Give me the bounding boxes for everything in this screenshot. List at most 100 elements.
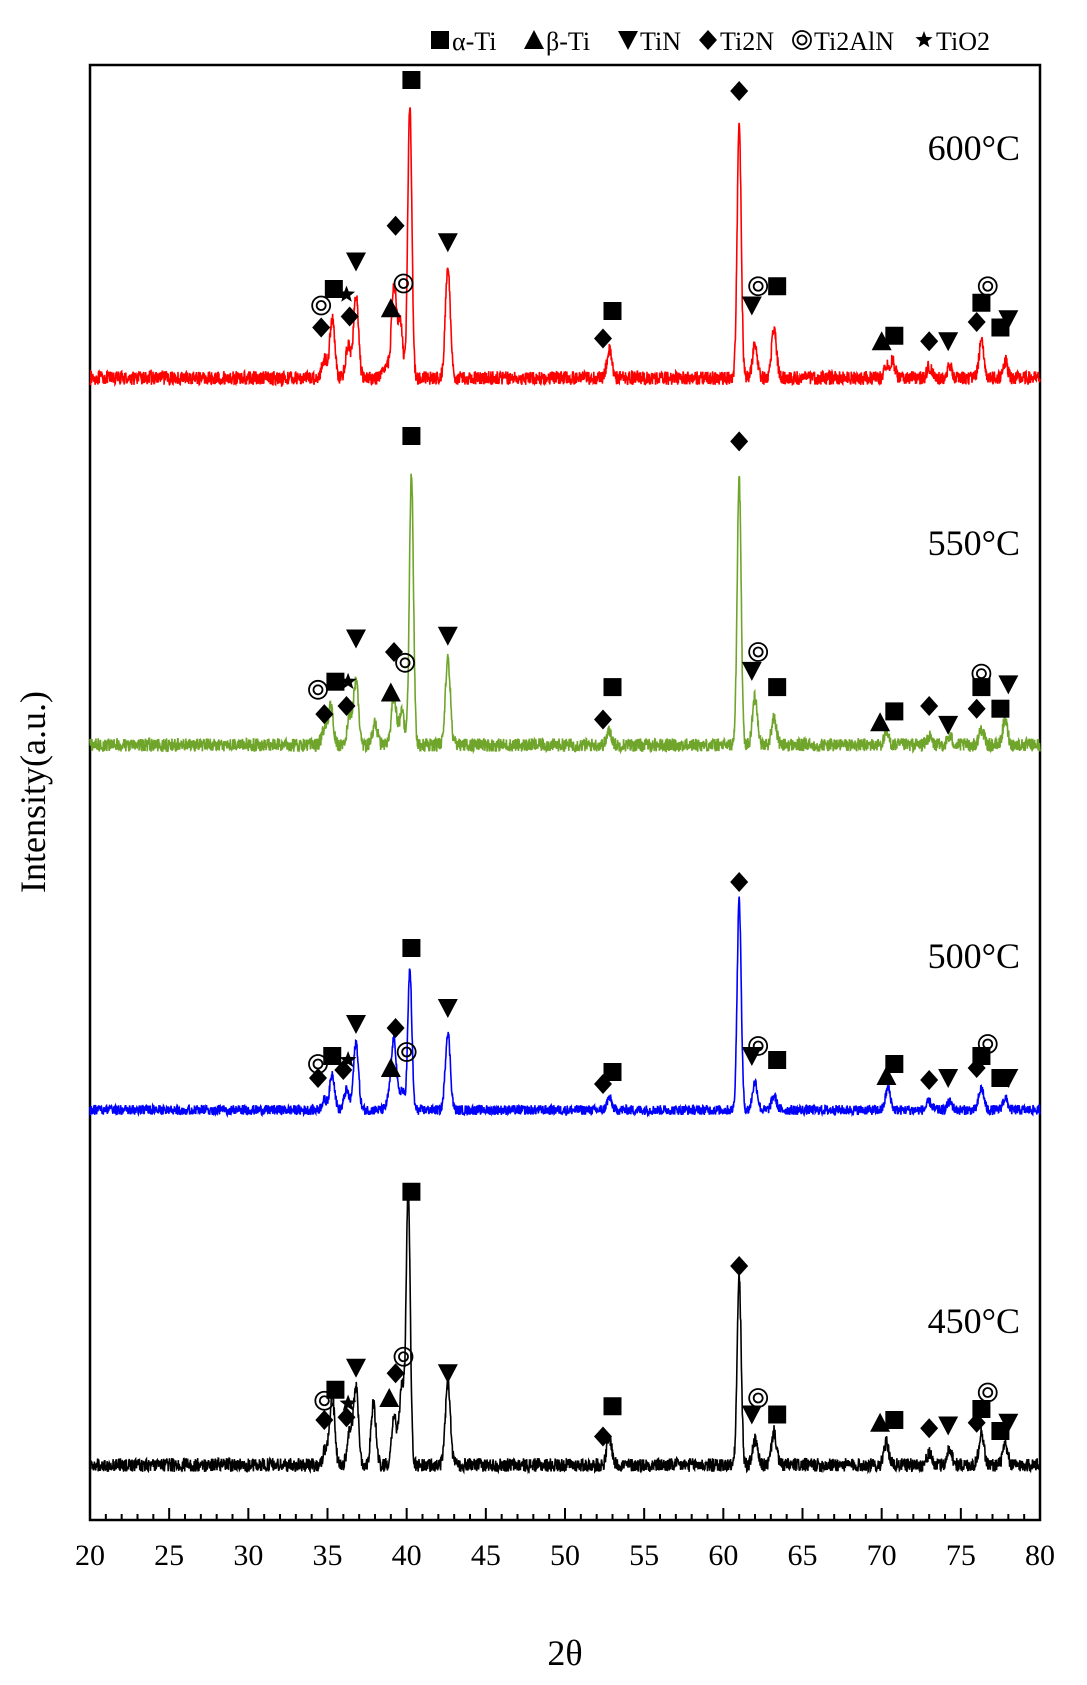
marker-square-450c — [991, 1422, 1010, 1440]
legend-label-ti2n: Ti2N — [720, 27, 774, 56]
marker-diamond-550c — [315, 704, 334, 725]
marker-double-circle-500c — [748, 1036, 769, 1056]
series-label-600c: 600°C — [928, 128, 1020, 168]
marker-square-550c — [972, 678, 991, 697]
legend-marker--ti — [431, 31, 449, 49]
legend-marker-tin — [618, 31, 638, 50]
legend-label-tin: TiN — [640, 27, 681, 56]
marker-star-600c — [337, 285, 356, 302]
series-line-550c — [89, 473, 1041, 755]
x-tick-label: 55 — [629, 1539, 659, 1572]
marker-square-500c — [885, 1055, 904, 1073]
marker-triangle-down-500c — [437, 999, 458, 1018]
marker-square-500c — [768, 1051, 787, 1069]
marker-triangle-up-500c — [876, 1066, 897, 1085]
series-line-600c — [89, 107, 1041, 388]
marker-square-600c — [603, 302, 622, 320]
marker-diamond-450c — [594, 1426, 612, 1447]
marker-diamond-550c — [337, 696, 356, 716]
marker-diamond-450c — [730, 1256, 749, 1276]
series-label-550c: 550°C — [928, 523, 1020, 563]
marker-triangle-up-450c — [870, 1412, 891, 1432]
x-tick-label: 35 — [313, 1539, 343, 1572]
legend-label--ti: α-Ti — [452, 27, 496, 56]
marker-double-circle-500c — [977, 1034, 998, 1054]
marker-triangle-up-500c — [380, 1058, 401, 1077]
marker-square-550c — [603, 678, 622, 697]
legend-marker-ti2n — [699, 30, 717, 50]
marker-triangle-down-500c — [346, 1015, 366, 1034]
marker-square-450c — [885, 1411, 904, 1429]
x-tick-label: 75 — [946, 1539, 976, 1572]
series-label-450c: 450°C — [928, 1301, 1020, 1341]
marker-square-550c — [402, 427, 421, 445]
marker-star-500c — [339, 1051, 357, 1068]
x-tick-label: 80 — [1025, 1539, 1055, 1572]
marker-diamond-500c — [730, 872, 749, 892]
marker-triangle-down-450c — [437, 1364, 458, 1384]
x-tick-label: 30 — [233, 1539, 263, 1572]
marker-square-450c — [603, 1397, 622, 1416]
marker-square-600c — [991, 318, 1010, 337]
x-tick-label: 20 — [75, 1539, 105, 1572]
marker-diamond-600c — [967, 312, 986, 332]
marker-square-600c — [885, 326, 904, 345]
marker-square-550c — [326, 672, 345, 691]
marker-triangle-down-500c — [998, 1069, 1019, 1088]
peak-markers — [308, 71, 1019, 1447]
marker-triangle-down-600c — [741, 296, 762, 316]
marker-square-550c — [991, 699, 1010, 718]
marker-triangle-down-550c — [741, 661, 762, 681]
marker-square-450c — [768, 1405, 787, 1424]
series-labels: 600°C 550°C 500°C 450°C — [928, 128, 1020, 1341]
marker-triangle-down-550c — [938, 715, 959, 735]
marker-square-500c — [402, 939, 421, 957]
series-label-500c: 500°C — [928, 936, 1020, 976]
marker-diamond-500c — [920, 1070, 939, 1090]
marker-diamond-500c — [309, 1068, 327, 1088]
marker-diamond-450c — [386, 1363, 405, 1384]
marker-double-circle-600c — [393, 273, 414, 294]
marker-diamond-500c — [334, 1060, 353, 1080]
marker-diamond-500c — [594, 1074, 612, 1094]
marker-square-450c — [402, 1182, 421, 1201]
x-tick-label: 25 — [154, 1539, 184, 1572]
plot-frame — [88, 63, 1042, 1522]
marker-diamond-450c — [337, 1407, 356, 1428]
marker-double-circle-600c — [977, 276, 998, 297]
marker-square-550c — [768, 678, 787, 697]
marker-double-circle-600c — [748, 276, 769, 297]
marker-square-600c — [972, 293, 991, 312]
marker-double-circle-550c — [971, 663, 992, 684]
marker-diamond-600c — [386, 215, 405, 236]
marker-triangle-up-600c — [871, 331, 892, 351]
marker-square-600c — [324, 280, 343, 298]
x-tick-label: 70 — [867, 1539, 897, 1572]
marker-diamond-600c — [730, 81, 749, 101]
series-line-450c — [89, 1182, 1041, 1475]
marker-triangle-down-450c — [998, 1413, 1019, 1433]
marker-diamond-500c — [386, 1018, 405, 1038]
marker-double-circle-450c — [977, 1382, 998, 1403]
marker-diamond-450c — [920, 1418, 939, 1439]
x-axis-ticks: 20 25 30 35 40 45 50 55 60 65 70 75 80 — [75, 1508, 1055, 1572]
marker-diamond-550c — [920, 696, 939, 716]
marker-square-600c — [768, 277, 787, 296]
marker-diamond-600c — [920, 331, 939, 352]
marker-triangle-up-550c — [380, 682, 401, 702]
marker-triangle-down-450c — [346, 1358, 366, 1378]
marker-diamond-600c — [340, 306, 359, 327]
chart-legend: α-Ti β-Ti TiN Ti2N Ti2AlN TiO2 — [431, 27, 990, 56]
legend-label-ti2aln: Ti2AlN — [814, 27, 894, 56]
x-axis-title: 2θ — [547, 1633, 582, 1673]
marker-double-circle-450c — [314, 1390, 335, 1411]
marker-diamond-550c — [967, 698, 986, 719]
marker-double-circle-600c — [311, 295, 332, 316]
marker-double-circle-450c — [393, 1346, 414, 1367]
y-axis-title: Intensity(a.u.) — [13, 691, 53, 893]
x-tick-label: 45 — [471, 1539, 501, 1572]
marker-triangle-down-600c — [938, 332, 959, 352]
x-tick-label: 40 — [392, 1539, 422, 1572]
marker-square-450c — [972, 1400, 991, 1418]
